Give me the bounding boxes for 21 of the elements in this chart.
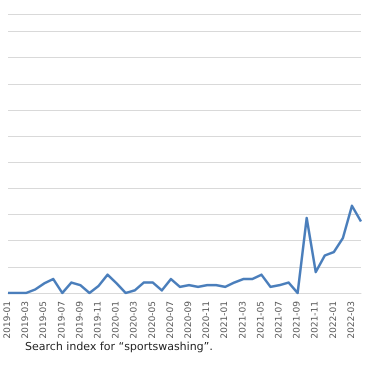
x-tick-label: 2020-05 [148, 301, 158, 339]
x-tick-label: 2021-05 [256, 301, 266, 339]
x-tick-label: 2022-01 [328, 301, 339, 339]
x-tick-label: 2019-07 [57, 301, 68, 339]
x-tick-label: 2020-03 [130, 301, 140, 339]
x-tick-label: 2019-09 [75, 300, 86, 339]
x-tick-label: 2019-05 [39, 301, 50, 339]
x-tick-label: 2021-03 [238, 301, 248, 339]
x-tick-label: 2021-11 [310, 301, 321, 339]
x-tick-label: 2020-11 [202, 301, 212, 339]
x-tick-label: 2019-01 [3, 301, 13, 339]
x-tick-label: 2019-03 [21, 301, 32, 339]
x-tick-label: 2019-11 [94, 301, 104, 339]
x-tick-label: 2021-01 [220, 301, 230, 339]
x-tick-label: 2021-07 [274, 301, 285, 339]
x-tick-label: 2020-01 [112, 301, 122, 339]
text: Search index for “sportswashing”. [25, 340, 213, 353]
x-tick-label: 2022-03 [346, 301, 357, 339]
x-tick-label: 2021-09 [292, 300, 303, 339]
x-tick-label: 2020-09 [184, 300, 194, 339]
x-tick-label: 2020-07 [166, 301, 176, 339]
